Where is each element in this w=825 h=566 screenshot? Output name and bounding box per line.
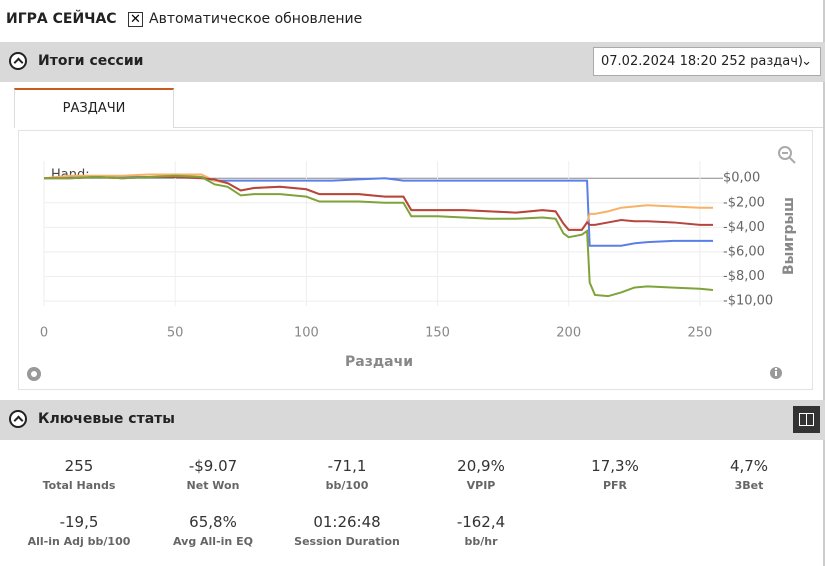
stat-value: 20,9% xyxy=(457,457,505,475)
panel-title: Ключевые статы xyxy=(38,411,175,427)
info-icon[interactable] xyxy=(770,367,782,379)
stat-label: 3Bet xyxy=(734,479,764,492)
stat-label: VPIP xyxy=(466,479,496,492)
stat-value: 17,3% xyxy=(591,457,639,475)
select-text: 07.02.2024 18:20 252 раздач) xyxy=(601,54,803,69)
y-tick-label: -$10,00 xyxy=(723,294,773,309)
series-line xyxy=(44,174,714,298)
page-title: ИГРА СЕЙЧАС xyxy=(6,11,117,27)
stat-label: Net Won xyxy=(186,479,240,492)
stat-label: All-in Adj bb/100 xyxy=(27,535,131,548)
x-tick-label: 150 xyxy=(425,326,450,341)
x-tick-label: 0 xyxy=(40,326,48,341)
chart: Hand: Раздачи Выигрыш $0,00-$2,00-$4,00-… xyxy=(18,130,813,390)
layout-button[interactable] xyxy=(793,406,820,433)
checkbox-label[interactable]: Автоматическое обновление xyxy=(149,11,363,27)
series-line xyxy=(43,175,713,247)
panel-header: Итоги сессии 07.02.2024 18:20 252 раздач… xyxy=(0,42,825,82)
x-axis-label: Раздачи xyxy=(345,354,413,370)
zoom-icon[interactable] xyxy=(778,146,796,164)
x-tick-label: 200 xyxy=(556,326,581,341)
stat-label: Avg All-in EQ xyxy=(173,535,253,548)
y-tick-label: -$6,00 xyxy=(723,244,765,259)
select-arrow: ⌄ xyxy=(801,54,812,69)
panel-title: Итоги сессии xyxy=(38,53,144,69)
stat-label: bb/hr xyxy=(464,535,498,548)
collapse-button[interactable] xyxy=(9,52,27,70)
y-tick-label: -$8,00 xyxy=(723,269,765,284)
x-tick-label: 100 xyxy=(294,326,319,341)
x-tick-label: 50 xyxy=(167,326,184,341)
border xyxy=(823,0,825,566)
y-tick-label: -$2,00 xyxy=(723,195,765,210)
stat-value: 01:26:48 xyxy=(313,513,381,531)
stat-value: -71,1 xyxy=(327,457,367,475)
checkbox[interactable]: ✕ xyxy=(128,12,143,27)
x-tick-label: 250 xyxy=(687,326,712,341)
stat-value: 255 xyxy=(64,457,94,475)
session-select[interactable]: 07.02.2024 18:20 252 раздач) ⌄ xyxy=(593,47,821,76)
stat-label: Session Duration xyxy=(294,535,400,548)
y-axis-label: Выигрыш xyxy=(781,197,797,275)
stat-label: PFR xyxy=(602,479,628,492)
stat-value: -$9.07 xyxy=(188,457,238,475)
stat-label: Total Hands xyxy=(42,479,116,492)
settings-icon[interactable] xyxy=(27,367,41,381)
y-tick-label: $0,00 xyxy=(723,171,760,186)
tab-line xyxy=(174,127,823,128)
stat-value: 65,8% xyxy=(189,513,237,531)
y-tick-label: -$4,00 xyxy=(723,220,765,235)
stat-value: -162,4 xyxy=(456,513,506,531)
stat-label: bb/100 xyxy=(325,479,369,492)
stat-value: 4,7% xyxy=(729,457,769,475)
stat-value: -19,5 xyxy=(59,513,99,531)
tab[interactable]: РАЗДАЧИ xyxy=(14,88,174,128)
collapse-button[interactable] xyxy=(9,410,27,428)
panel-header: Ключевые статы xyxy=(0,400,825,440)
